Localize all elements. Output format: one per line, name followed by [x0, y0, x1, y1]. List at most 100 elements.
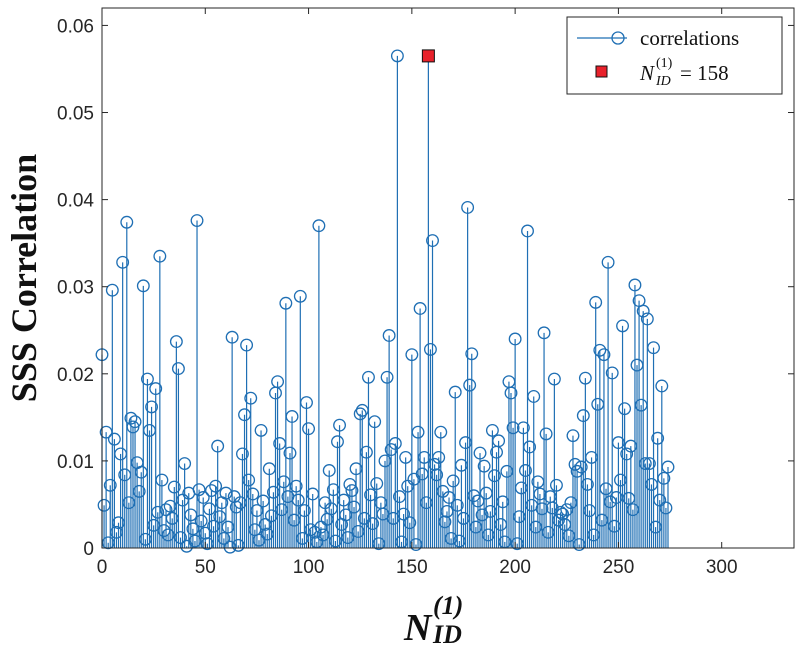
stem-marker [300, 396, 313, 409]
stem-marker [653, 493, 667, 507]
stem-marker [539, 427, 553, 441]
stem-marker [149, 382, 163, 396]
stem-marker [527, 390, 541, 403]
stem-marker [583, 504, 596, 517]
stem-marker [233, 496, 247, 510]
stem-marker [306, 487, 320, 501]
stem-marker [221, 520, 235, 534]
stem-marker [207, 519, 220, 533]
stem-marker [504, 386, 518, 400]
stem-marker [349, 462, 363, 476]
stem-marker [205, 484, 218, 497]
x-axis-label-sub: ID [432, 620, 462, 649]
stem-marker [523, 440, 537, 454]
y-tick-label: 0.06 [57, 16, 94, 37]
stem-marker [97, 498, 111, 512]
stem-marker [556, 507, 570, 521]
stem-marker [601, 255, 615, 269]
stem-marker [196, 491, 210, 504]
stem-marker [397, 507, 411, 521]
stem-marker [213, 510, 227, 524]
stem-marker [568, 457, 582, 471]
stem-marker [202, 502, 216, 516]
plot-frame [101, 7, 795, 549]
highlight-layer [421, 49, 435, 548]
stem-marker [475, 508, 489, 522]
y-tick-label: 0.01 [57, 452, 94, 473]
stem-marker [626, 503, 640, 517]
stem-marker [560, 503, 574, 517]
stem-marker [138, 532, 152, 546]
stem-marker [655, 379, 669, 393]
stem-marker [159, 503, 173, 517]
stem-marker [628, 278, 642, 292]
stem-marker [620, 447, 634, 461]
stem-marker [496, 495, 510, 509]
stem-marker [471, 494, 485, 508]
stem-marker [423, 342, 437, 356]
stem-marker [463, 378, 477, 392]
stem-marker [492, 434, 506, 448]
stem-marker [589, 295, 603, 309]
stem-marker [163, 499, 177, 513]
y-axis-ticks: 0 0.01 0.02 0.03 0.04 0.05 0.06 [57, 16, 794, 560]
stem-marker [614, 473, 627, 487]
stem-marker [434, 425, 448, 439]
stem-marker [256, 494, 270, 508]
legend-box [566, 16, 783, 95]
stem-marker [353, 407, 367, 421]
stem-marker [258, 518, 272, 531]
stem-marker [211, 439, 225, 453]
stem-marker [574, 460, 588, 474]
stem-marker [599, 482, 613, 496]
stem-marker [597, 348, 611, 362]
stem-marker [636, 304, 650, 318]
stem-marker [184, 508, 198, 522]
stem-marker [500, 464, 514, 478]
stem-marker [413, 302, 427, 315]
stem-marker [287, 513, 301, 527]
svg-text:N ID (1): N ID (1) [403, 591, 472, 649]
stem-marker [622, 491, 636, 505]
stem-marker [118, 468, 132, 482]
stem-marker [165, 511, 179, 525]
stem-marker [174, 531, 187, 544]
stem-marker [198, 526, 212, 540]
stem-marker [378, 454, 392, 468]
stem-marker [651, 431, 665, 445]
y-tick-label: 0 [83, 539, 94, 560]
stem-marker [314, 520, 328, 534]
stem-marker [417, 450, 431, 464]
stem-marker [217, 531, 231, 545]
stem-marker [461, 201, 475, 214]
stem-marker [649, 520, 663, 534]
stem-marker [448, 385, 462, 399]
stem-marker [254, 423, 268, 437]
stem-marker [611, 436, 625, 450]
stem-marker [432, 450, 446, 464]
stem-marker [341, 531, 355, 544]
stem-marker [322, 464, 336, 477]
stem-marker [393, 490, 406, 504]
x-axis-label-base: N [403, 607, 433, 649]
stem-marker [547, 372, 561, 386]
stem-marker [157, 524, 171, 538]
y-tick-label: 0.04 [57, 191, 94, 212]
stem-marker [419, 496, 433, 510]
stem-marker [200, 537, 214, 551]
stem-marker [161, 528, 175, 542]
stem-marker [366, 517, 380, 531]
stem-marker [140, 372, 154, 386]
stem-marker [368, 415, 382, 429]
stem-marker [359, 445, 373, 459]
stem-marker [151, 505, 165, 519]
stem-marker [609, 491, 623, 504]
stem-marker [120, 215, 134, 229]
stem-marker [477, 459, 491, 473]
stem-marker [514, 481, 528, 495]
y-tick-label: 0.02 [57, 365, 94, 386]
stem-marker [465, 347, 479, 361]
stem-marker [225, 330, 239, 344]
stem-marker [370, 477, 384, 490]
